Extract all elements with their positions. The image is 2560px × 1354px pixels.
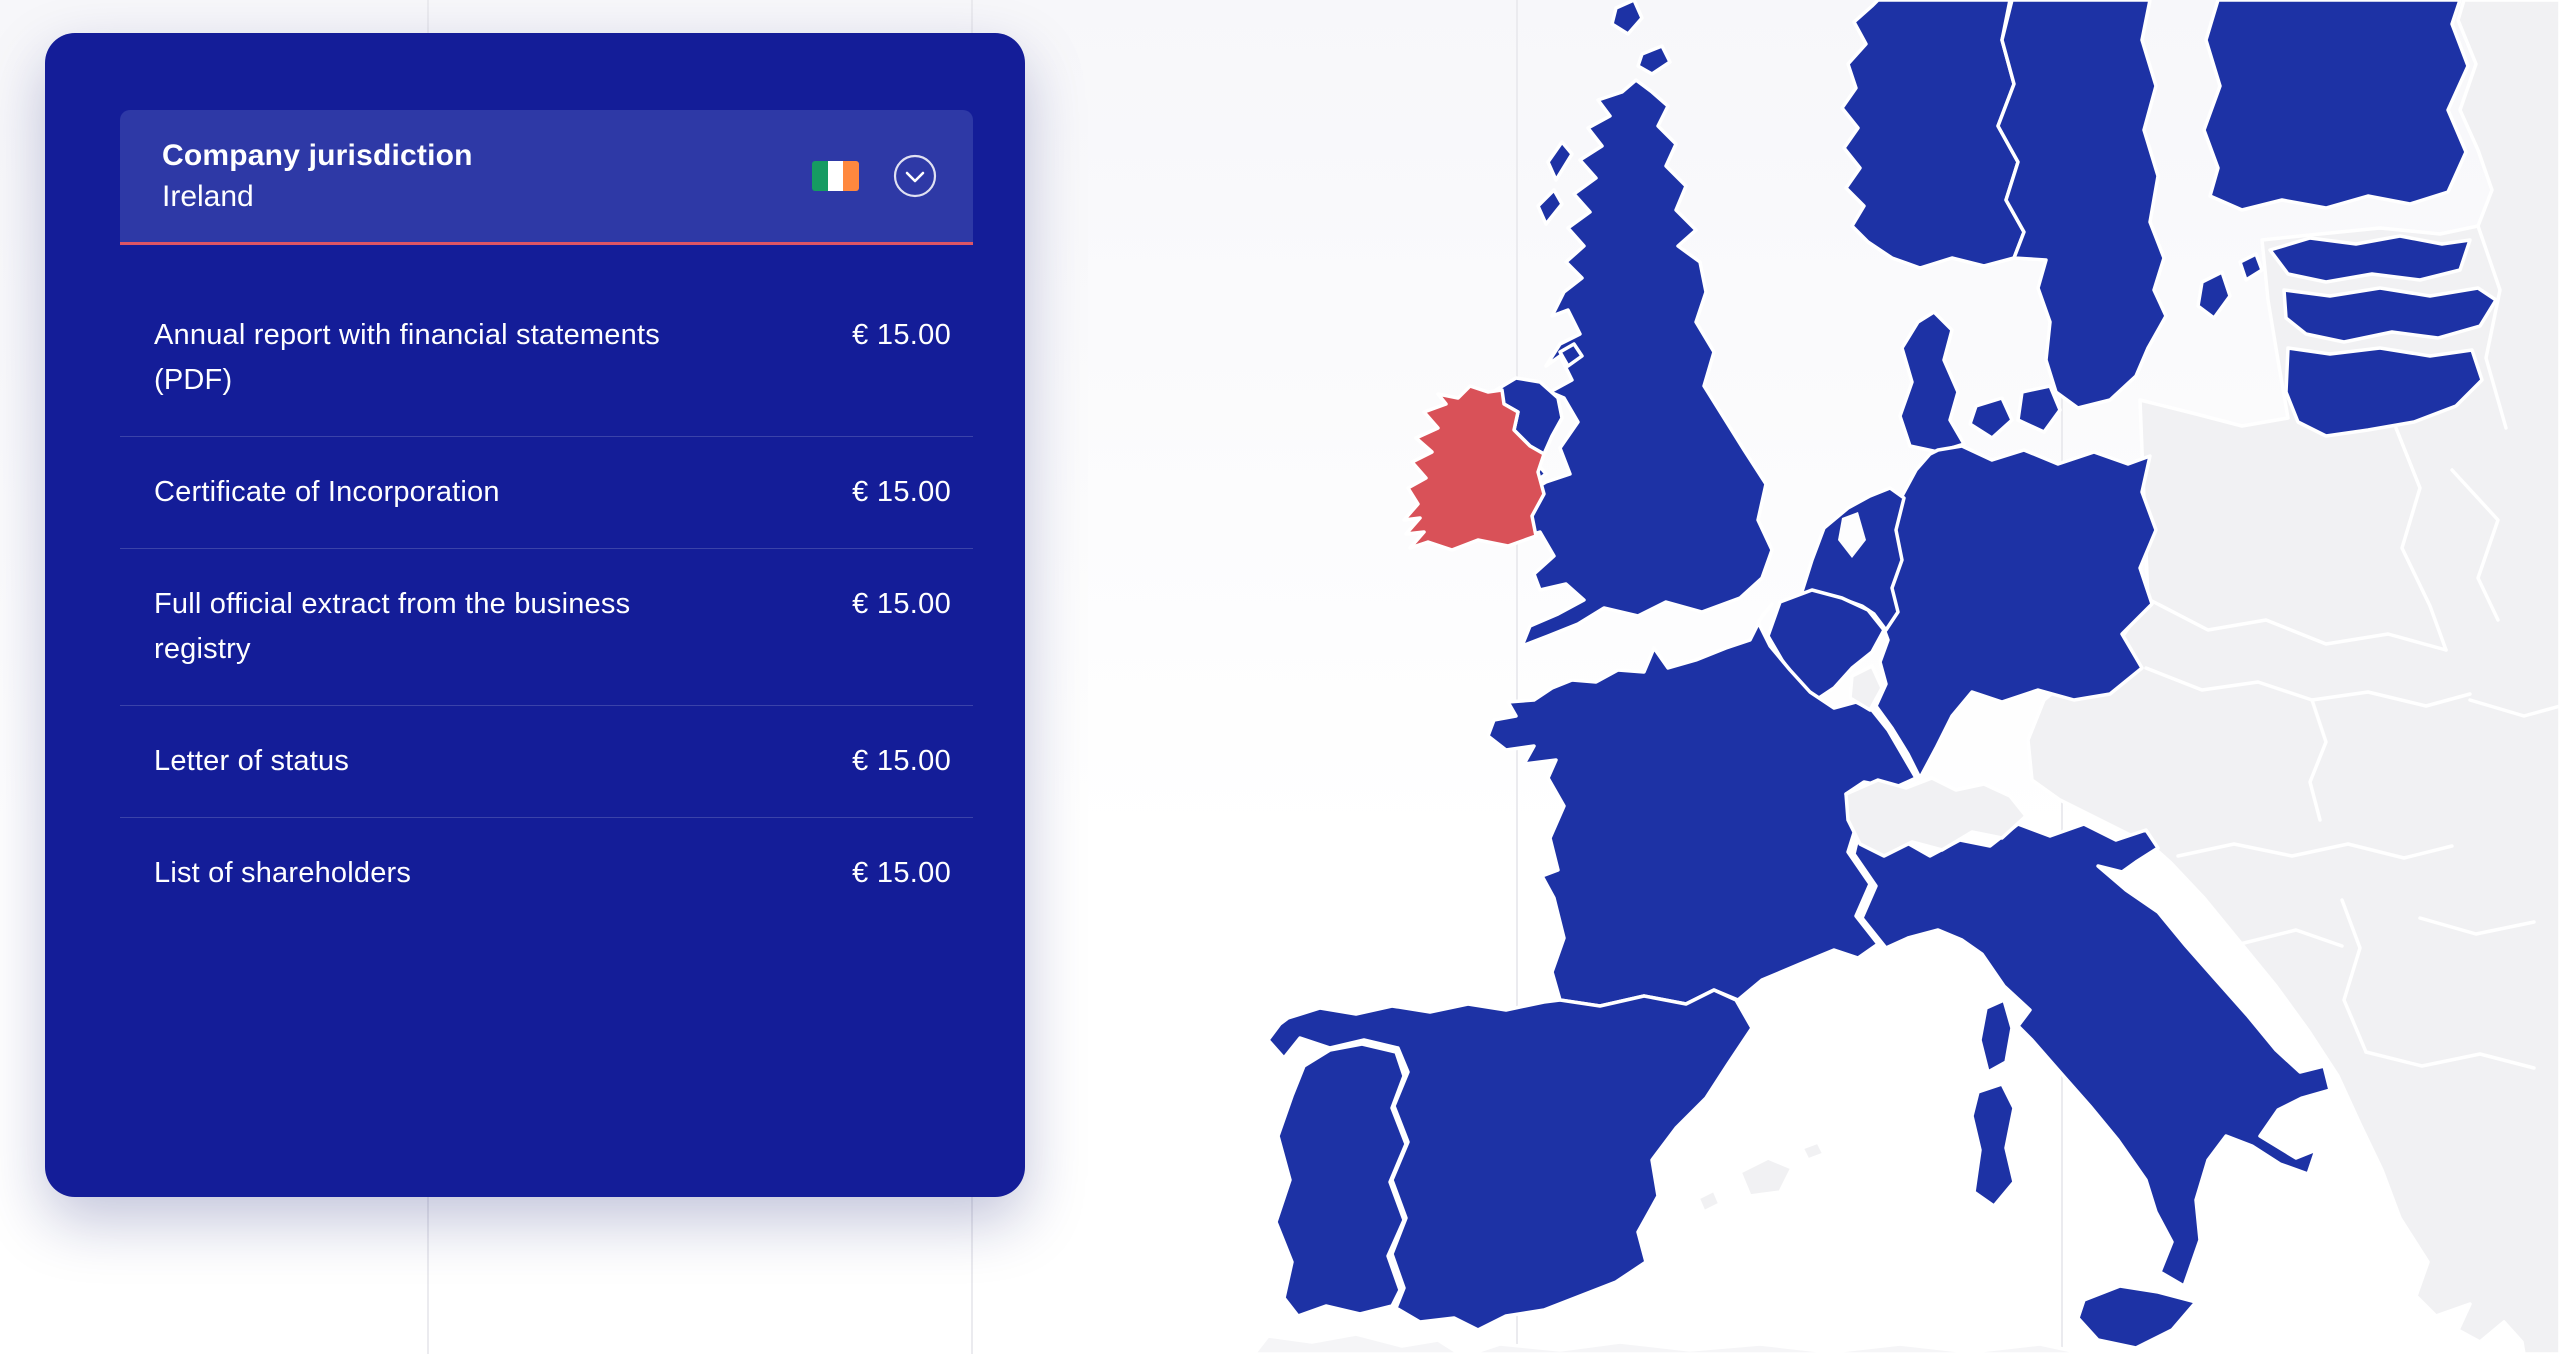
document-label: List of shareholders (154, 857, 412, 889)
document-row[interactable]: List of shareholders € 15.00 (120, 817, 973, 929)
jurisdiction-text: Company jurisdiction Ireland (162, 137, 473, 216)
document-label: Annual report with financial statements … (154, 319, 660, 396)
country-lithuania[interactable] (2284, 346, 2484, 438)
country-denmark[interactable] (1898, 310, 1966, 454)
ijsselmeer (1838, 512, 1866, 558)
country-finland[interactable] (2202, 0, 2470, 212)
island-orkney[interactable] (1636, 44, 1672, 76)
document-price: € 15.00 (852, 857, 951, 889)
jurisdiction-panel: Company jurisdiction Ireland Annual repo… (45, 33, 1025, 1197)
country-latvia[interactable] (2282, 286, 2498, 344)
document-row[interactable]: Annual report with financial statements … (120, 280, 973, 436)
chevron-down-icon[interactable] (893, 154, 937, 198)
document-price: € 15.00 (852, 745, 951, 777)
document-label: Letter of status (154, 745, 350, 777)
country-luxembourg (1848, 664, 1884, 712)
island-man[interactable] (1558, 342, 1584, 368)
island-shetland[interactable] (1610, 0, 1644, 36)
country-spain[interactable] (1266, 988, 1754, 1332)
island-mallorca (1738, 1156, 1794, 1198)
island-sardinia[interactable] (1970, 1082, 2016, 1208)
document-price: € 15.00 (852, 319, 951, 351)
country-estonia[interactable] (2268, 234, 2472, 284)
country-portugal[interactable] (1274, 1042, 1408, 1318)
country-sweden[interactable] (1996, 0, 2168, 410)
jurisdiction-icons (812, 154, 937, 198)
island-corsica[interactable] (1978, 998, 2014, 1074)
region-north-africa (1468, 1340, 2088, 1354)
island-hebrides[interactable] (1546, 140, 1574, 182)
country-italy[interactable] (1852, 818, 2332, 1288)
document-label: Certificate of Incorporation (154, 476, 500, 508)
country-norway[interactable] (1840, 0, 2026, 270)
region-eastern-europe (2026, 0, 2560, 1354)
island-menorca (1800, 1140, 1826, 1162)
island-funen[interactable] (1968, 396, 2014, 440)
map-country-borders (2144, 224, 2560, 1070)
document-label: Full official extract from the business … (154, 588, 631, 665)
island-sicily[interactable] (2076, 1284, 2198, 1350)
jurisdiction-value: Ireland (162, 179, 254, 213)
document-list: Annual report with financial statements … (120, 280, 973, 929)
country-ireland[interactable] (1402, 384, 1546, 552)
jurisdiction-selector[interactable]: Company jurisdiction Ireland (120, 110, 973, 245)
island-saaremaa[interactable] (2238, 252, 2264, 282)
island-ibiza (1696, 1188, 1722, 1214)
island-hebrides[interactable] (1536, 188, 1564, 226)
document-row[interactable]: Letter of status € 15.00 (120, 705, 973, 817)
document-price: € 15.00 (852, 476, 951, 508)
jurisdiction-label: Company jurisdiction (162, 138, 473, 172)
region-north-africa (1252, 1332, 1462, 1354)
country-france[interactable] (1486, 602, 1918, 1008)
island-gotland[interactable] (2196, 270, 2232, 320)
country-united-kingdom[interactable] (1518, 78, 1774, 648)
document-row[interactable]: Certificate of Incorporation € 15.00 (120, 436, 973, 548)
ireland-flag-icon (812, 161, 859, 191)
island-zealand[interactable] (2016, 384, 2062, 434)
document-row[interactable]: Full official extract from the business … (120, 548, 973, 705)
country-switzerland (1844, 776, 2028, 858)
country-germany[interactable] (1874, 444, 2158, 780)
document-price: € 15.00 (852, 588, 951, 620)
